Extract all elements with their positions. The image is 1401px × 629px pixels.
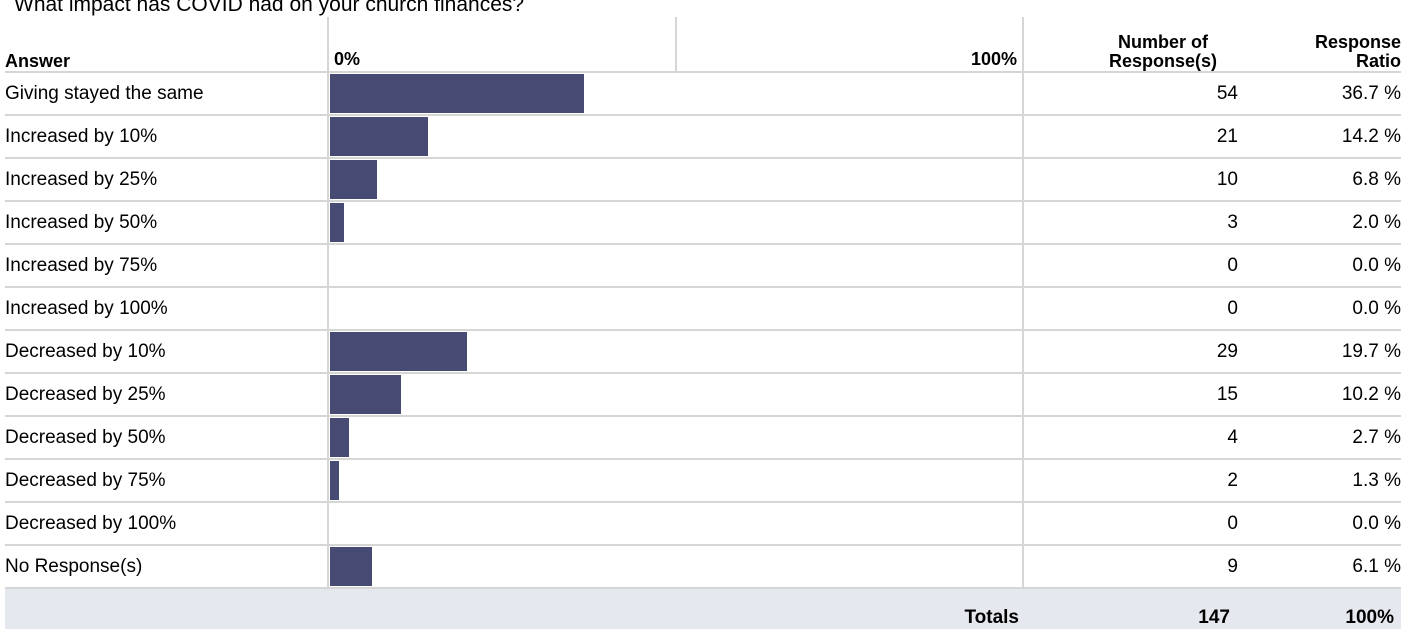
response-ratio: 19.7 % bbox=[1238, 331, 1401, 374]
ratio-column-header-text: Response Ratio bbox=[1314, 32, 1401, 71]
response-count: 0 bbox=[1024, 503, 1238, 546]
response-count: 3 bbox=[1024, 202, 1238, 245]
count-column-header: Number of Response(s) bbox=[1024, 17, 1238, 73]
response-ratio: 0.0 % bbox=[1238, 288, 1401, 331]
table-row: Increased by 50% 3 2.0 % bbox=[5, 202, 1401, 245]
scale-min-label: 0% bbox=[334, 49, 361, 69]
bar-cell bbox=[327, 503, 1024, 546]
response-ratio: 0.0 % bbox=[1238, 503, 1401, 546]
totals-row: Totals 147 100% bbox=[5, 589, 1401, 629]
totals-count: 147 bbox=[1024, 589, 1238, 629]
response-bar bbox=[330, 375, 401, 414]
response-count: 54 bbox=[1024, 73, 1238, 116]
response-count: 9 bbox=[1024, 546, 1238, 589]
table-row: Giving stayed the same 54 36.7 % bbox=[5, 73, 1401, 116]
response-count: 2 bbox=[1024, 460, 1238, 503]
answer-label: No Response(s) bbox=[5, 546, 327, 589]
response-bar bbox=[330, 332, 467, 371]
response-bar bbox=[330, 461, 339, 500]
response-ratio: 14.2 % bbox=[1238, 116, 1401, 159]
totals-ratio: 100% bbox=[1238, 589, 1401, 629]
response-bar bbox=[330, 547, 372, 586]
answer-column-header: Answer bbox=[5, 17, 327, 73]
table-row: Increased by 10% 21 14.2 % bbox=[5, 116, 1401, 159]
scale-max-label: 100% bbox=[970, 49, 1017, 69]
response-count: 29 bbox=[1024, 331, 1238, 374]
answer-label: Increased by 25% bbox=[5, 159, 327, 202]
bar-cell bbox=[327, 288, 1024, 331]
bar-cell bbox=[327, 202, 1024, 245]
table-row: Increased by 100% 0 0.0 % bbox=[5, 288, 1401, 331]
response-bar bbox=[330, 160, 377, 199]
bar-cell bbox=[327, 331, 1024, 374]
totals-label: Totals bbox=[327, 589, 1024, 629]
scale-midline bbox=[675, 17, 677, 71]
count-column-header-text: Number of Response(s) bbox=[1108, 32, 1218, 71]
response-bar bbox=[330, 418, 349, 457]
response-ratio: 0.0 % bbox=[1238, 245, 1401, 288]
table-row: Decreased by 50% 4 2.7 % bbox=[5, 417, 1401, 460]
table-row: No Response(s) 9 6.1 % bbox=[5, 546, 1401, 589]
answer-label: Increased by 10% bbox=[5, 116, 327, 159]
totals-spacer bbox=[5, 589, 327, 629]
ratio-column-header: Response Ratio bbox=[1238, 17, 1401, 73]
bar-scale-header: 0% 100% bbox=[327, 17, 1024, 73]
response-count: 15 bbox=[1024, 374, 1238, 417]
answer-label: Increased by 50% bbox=[5, 202, 327, 245]
bar-cell bbox=[327, 546, 1024, 589]
response-ratio: 6.8 % bbox=[1238, 159, 1401, 202]
response-ratio: 2.7 % bbox=[1238, 417, 1401, 460]
bar-cell bbox=[327, 374, 1024, 417]
table-row: Decreased by 10% 29 19.7 % bbox=[5, 331, 1401, 374]
bar-cell bbox=[327, 460, 1024, 503]
answer-label: Increased by 100% bbox=[5, 288, 327, 331]
response-ratio: 10.2 % bbox=[1238, 374, 1401, 417]
response-count: 0 bbox=[1024, 245, 1238, 288]
answer-label: Increased by 75% bbox=[5, 245, 327, 288]
bar-cell bbox=[327, 73, 1024, 116]
table-row: Decreased by 100% 0 0.0 % bbox=[5, 503, 1401, 546]
bar-cell bbox=[327, 417, 1024, 460]
bar-cell bbox=[327, 159, 1024, 202]
response-bar bbox=[330, 117, 428, 156]
response-bar bbox=[330, 203, 344, 242]
header-row: Answer 0% 100% Number of Response(s) Res… bbox=[5, 17, 1401, 73]
table-row: Decreased by 75% 2 1.3 % bbox=[5, 460, 1401, 503]
response-bar bbox=[330, 74, 584, 113]
answer-label: Decreased by 50% bbox=[5, 417, 327, 460]
answer-label: Decreased by 10% bbox=[5, 331, 327, 374]
question-title: What impact has COVID had on your church… bbox=[14, 0, 525, 16]
results-table: Answer 0% 100% Number of Response(s) Res… bbox=[5, 17, 1401, 629]
answer-label: Decreased by 25% bbox=[5, 374, 327, 417]
table-row: Increased by 75% 0 0.0 % bbox=[5, 245, 1401, 288]
response-count: 10 bbox=[1024, 159, 1238, 202]
answer-label: Decreased by 75% bbox=[5, 460, 327, 503]
table-row: Increased by 25% 10 6.8 % bbox=[5, 159, 1401, 202]
response-ratio: 36.7 % bbox=[1238, 73, 1401, 116]
response-ratio: 1.3 % bbox=[1238, 460, 1401, 503]
response-count: 4 bbox=[1024, 417, 1238, 460]
bar-cell bbox=[327, 245, 1024, 288]
response-count: 21 bbox=[1024, 116, 1238, 159]
answer-label: Decreased by 100% bbox=[5, 503, 327, 546]
response-ratio: 2.0 % bbox=[1238, 202, 1401, 245]
response-count: 0 bbox=[1024, 288, 1238, 331]
bar-cell bbox=[327, 116, 1024, 159]
answer-label: Giving stayed the same bbox=[5, 73, 327, 116]
response-ratio: 6.1 % bbox=[1238, 546, 1401, 589]
table-row: Decreased by 25% 15 10.2 % bbox=[5, 374, 1401, 417]
